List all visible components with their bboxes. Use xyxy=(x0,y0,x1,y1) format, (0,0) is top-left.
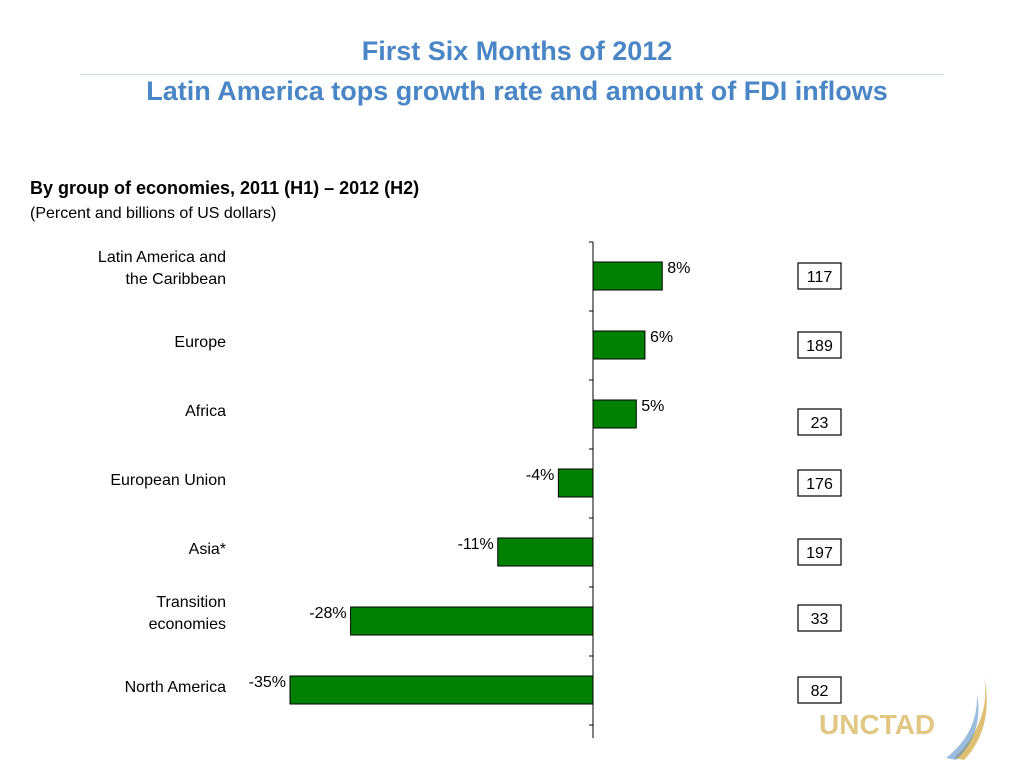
bar-value-label: -4% xyxy=(526,467,554,484)
amount-label: 82 xyxy=(811,683,829,700)
amount-box xyxy=(797,408,842,436)
bar-value-label: -35% xyxy=(249,674,286,691)
logo-swoosh-accent xyxy=(946,694,979,760)
logo-text: UNCTAD xyxy=(819,709,935,740)
unctad-logo: UNCTAD xyxy=(819,677,987,760)
amount-label: 33 xyxy=(811,611,829,628)
bar-value-label: 6% xyxy=(650,329,673,346)
chart-units-note: (Percent and billions of US dollars) xyxy=(30,205,277,222)
amount-label: 117 xyxy=(807,269,833,286)
bar-value-label: 5% xyxy=(641,398,664,415)
bar xyxy=(350,606,594,636)
amount-label: 23 xyxy=(811,415,829,432)
category-label: Latin America and the Caribbean xyxy=(98,249,226,288)
chart-subtitle: By group of economies, 2011 (H1) – 2012 … xyxy=(30,178,420,198)
bar-value-label: -11% xyxy=(458,536,494,553)
bar-value-label: -28% xyxy=(309,605,346,622)
category-label: Africa xyxy=(185,403,226,420)
logo-swoosh xyxy=(954,677,987,760)
bar xyxy=(592,399,637,429)
slide-title-line-1: First Six Months of 2012 xyxy=(361,36,673,66)
bar-value-label: 8% xyxy=(667,260,690,277)
category-label: Asia* xyxy=(189,541,226,558)
amount-box xyxy=(797,469,842,497)
bar xyxy=(592,261,663,291)
amount-label: 197 xyxy=(806,545,833,562)
amount-label: 176 xyxy=(806,476,833,493)
amount-box xyxy=(797,676,842,704)
bar xyxy=(497,537,594,567)
slide-title-line-2: Latin America tops growth rate and amoun… xyxy=(146,76,888,106)
category-label: European Union xyxy=(110,472,226,489)
title-divider xyxy=(80,74,944,75)
bar xyxy=(592,330,646,360)
amount-box xyxy=(797,604,842,632)
amount-box xyxy=(797,262,842,290)
amount-box xyxy=(797,538,842,566)
amount-box xyxy=(797,331,842,359)
category-label: Transition economies xyxy=(149,594,226,633)
bar xyxy=(289,675,594,705)
bar xyxy=(557,468,594,498)
category-label: Europe xyxy=(174,334,226,351)
category-label: North America xyxy=(125,679,226,696)
amount-label: 189 xyxy=(806,338,833,355)
